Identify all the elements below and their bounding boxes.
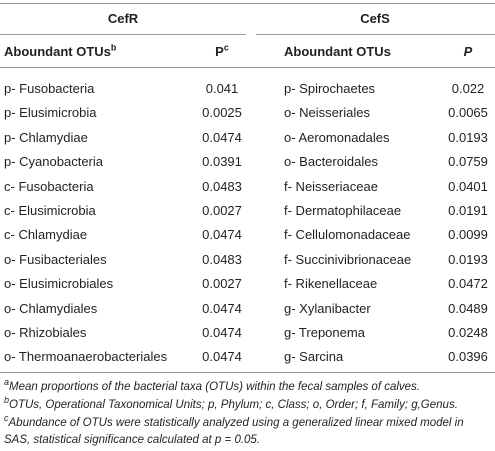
taxon-name: o- Elusimicrobiales: [4, 276, 114, 292]
taxon-name: f- Neisseriaceae: [284, 178, 378, 194]
group-rule: [256, 34, 495, 35]
group-title: CefR: [107, 11, 139, 26]
p-value: 0.0391: [202, 154, 242, 170]
footnote-mark: a: [4, 377, 10, 388]
taxon-name: g- Sarcina: [284, 349, 344, 365]
p-value: 0.0759: [448, 154, 488, 170]
column-header: Aboundant OTUs: [284, 44, 391, 59]
p-value: 0.0489: [448, 300, 488, 316]
footnote: bOTUs, Operational Taxonomical Units; p,…: [4, 395, 492, 414]
header-text: P: [215, 44, 224, 59]
taxon-name: p- Fusobacteria: [4, 81, 95, 96]
p-value: 0.0472: [448, 276, 488, 292]
footnote-mark: b: [4, 395, 10, 406]
p-value: 0.0401: [448, 178, 488, 194]
footnote: cAbundance of OTUs were statistically an…: [4, 413, 492, 449]
p-value: 0.0474: [202, 325, 242, 340]
p-value: 0.0193: [448, 129, 488, 145]
footnote-mark: c: [223, 42, 229, 53]
p-value: 0.0474: [202, 349, 242, 365]
p-value: 0.0248: [448, 325, 488, 340]
taxon-name: c- Chlamydiae: [4, 227, 88, 243]
taxon-name: o- Neisseriales: [284, 105, 370, 121]
header-rule: [0, 67, 495, 68]
taxon-name: f- Succinivibrionaceae: [284, 251, 412, 267]
taxon-name: o- Bacteroidales: [284, 154, 378, 170]
p-value: 0.0483: [202, 178, 242, 194]
header-text: P: [463, 44, 473, 59]
taxon-name: f- Cellulomonadaceae: [284, 227, 411, 243]
taxon-name: p- Chlamydiae: [4, 129, 88, 145]
footnote-text: OTUs, Operational Taxonomical Units; p, …: [9, 399, 458, 411]
p-value: 0.0027: [202, 203, 242, 218]
footnote-text: Abundance of OTUs were statistically ana…: [4, 417, 464, 446]
taxon-name: o- Chlamydiales: [4, 300, 98, 316]
p-value: 0.0027: [202, 276, 242, 292]
p-value: 0.022: [451, 81, 485, 96]
taxon-name: p- Elusimicrobia: [4, 105, 97, 121]
taxon-name: o- Aeromonadales: [284, 129, 390, 145]
p-value: 0.0396: [448, 349, 488, 365]
p-value: 0.041: [205, 81, 239, 96]
p-value: 0.0474: [202, 129, 242, 145]
footnote-text: Mean proportions of the bacterial taxa (…: [9, 381, 421, 393]
taxon-name: o- Thermoanaerobacteriales: [4, 349, 168, 365]
taxon-name: p- Cyanobacteria: [4, 154, 103, 170]
p-value: 0.0474: [202, 300, 242, 316]
p-value: 0.0065: [448, 105, 488, 121]
taxon-name: c- Fusobacteria: [4, 178, 94, 194]
taxon-name: f- Dermatophilaceae: [284, 203, 402, 218]
p-value: 0.0191: [448, 203, 488, 218]
p-value: 0.0193: [448, 251, 488, 267]
header-text: Aboundant OTUs: [4, 44, 111, 59]
taxon-name: g- Treponema: [284, 325, 365, 340]
taxon-name: o- Rhizobiales: [4, 325, 87, 340]
p-value: 0.0025: [202, 105, 242, 121]
taxon-name: p- Spirochaetes: [284, 81, 376, 96]
taxon-name: o- Fusibacteriales: [4, 251, 107, 267]
group-rule: [0, 34, 246, 35]
column-header: Pc: [215, 42, 229, 59]
footnote: aMean proportions of the bacterial taxa …: [4, 377, 492, 396]
group-title: CefS: [360, 11, 390, 26]
taxon-name: f- Rikenellaceae: [284, 276, 378, 292]
bottom-rule: [0, 372, 495, 373]
column-header: P: [464, 44, 473, 59]
p-value: 0.0099: [448, 227, 488, 243]
header-text: Aboundant OTUs: [284, 44, 391, 59]
top-rule: [0, 3, 495, 4]
footnote-mark: c: [4, 413, 9, 424]
taxon-name: g- Xylanibacter: [284, 300, 371, 316]
taxon-name: c- Elusimicrobia: [4, 203, 96, 218]
p-value: 0.0483: [202, 251, 242, 267]
column-header: Aboundant OTUsb: [4, 42, 117, 59]
footnote-mark: b: [110, 42, 117, 53]
p-value: 0.0474: [202, 227, 242, 243]
